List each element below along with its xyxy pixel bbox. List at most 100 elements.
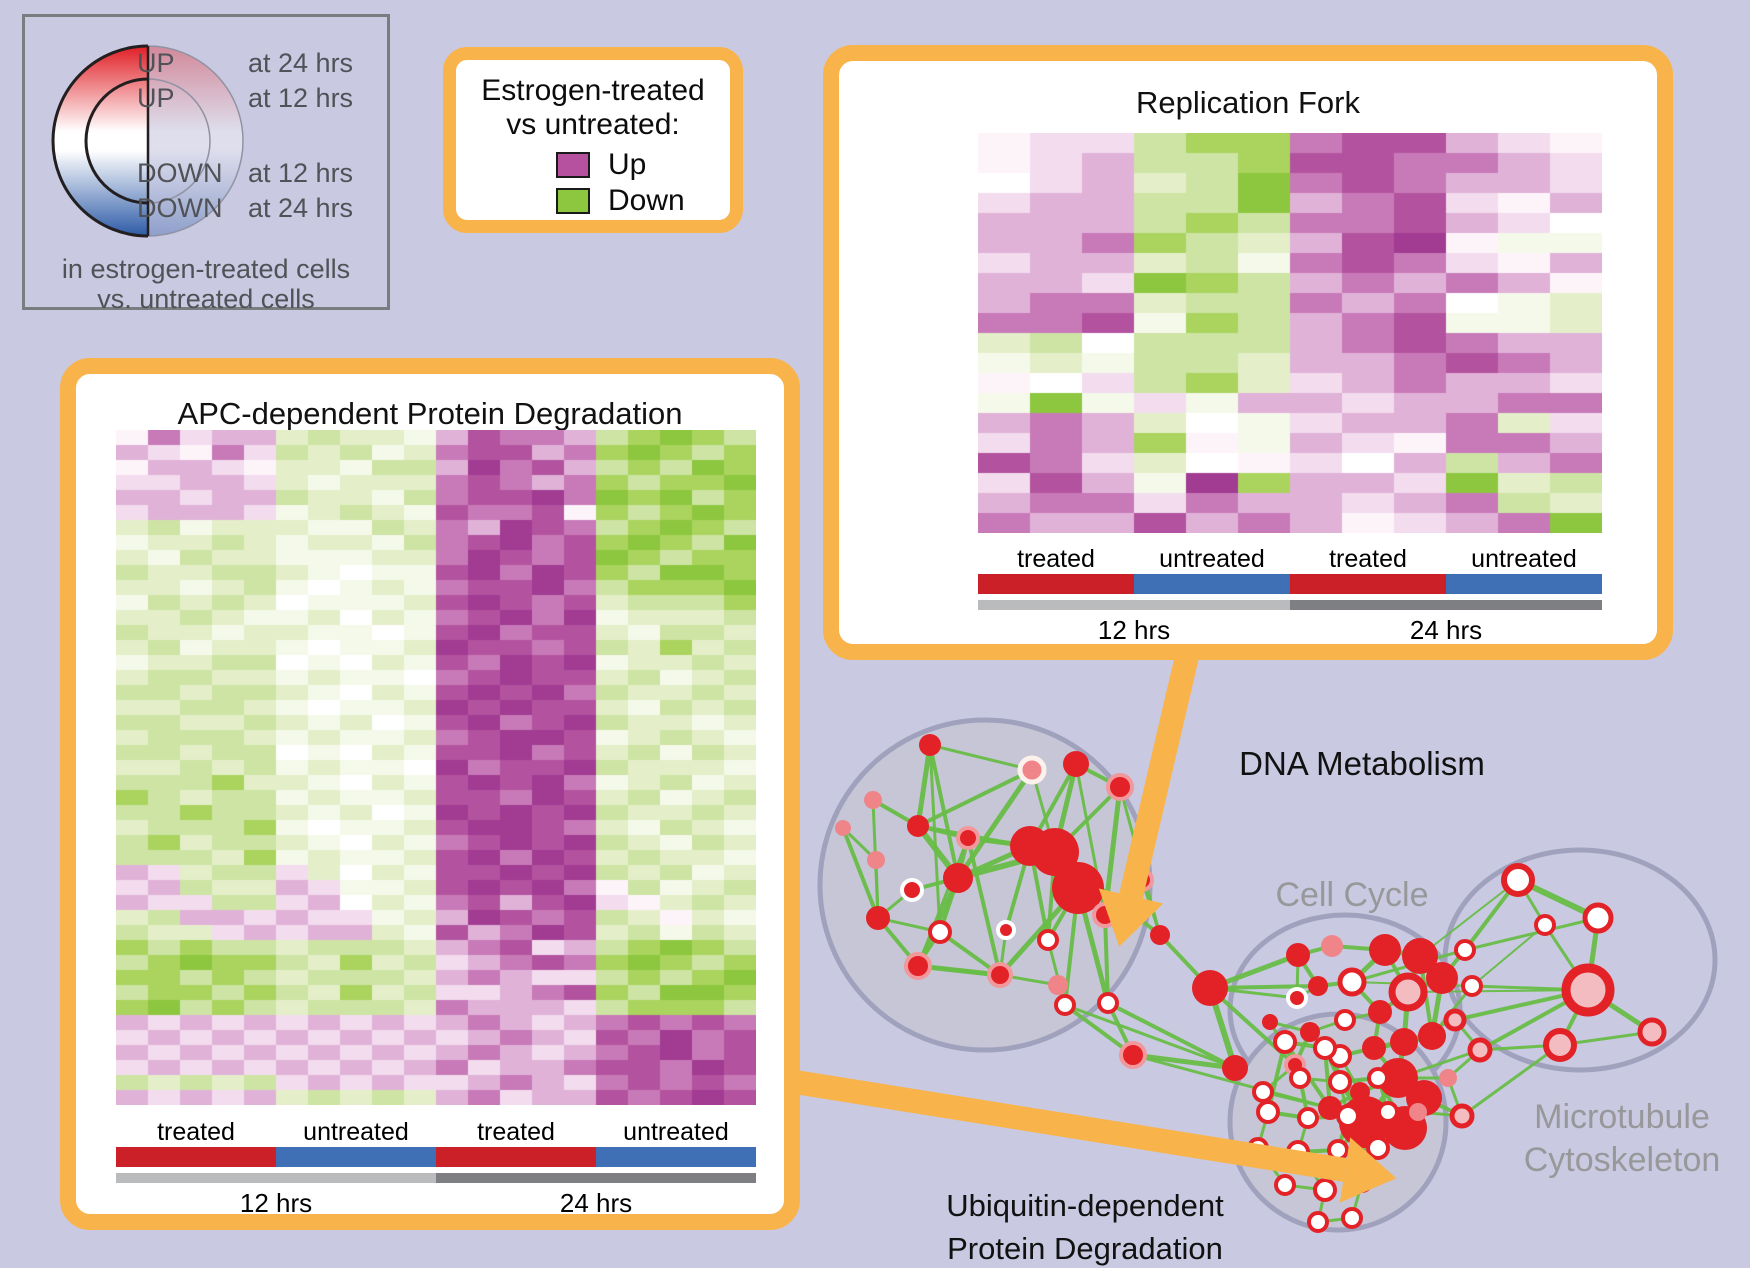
connector-arrowhead-icon (1339, 1137, 1397, 1203)
network-node (1501, 863, 1535, 897)
rf-label-24hrs: 24 hrs (1409, 615, 1483, 645)
network-node (1119, 1041, 1147, 1069)
network-node (1252, 1081, 1274, 1103)
network-node (943, 863, 973, 893)
network-node (1378, 1058, 1418, 1098)
network-node (835, 820, 851, 836)
network-node (1426, 962, 1458, 994)
rf-label-12hrs: 12 hrs (1097, 615, 1171, 645)
network-edge (841, 826, 880, 920)
network-node (1010, 826, 1050, 866)
network-node (996, 920, 1016, 940)
network-node (956, 826, 980, 850)
network-edge (966, 836, 1002, 977)
apc-group-treated-24: treated (477, 1118, 555, 1146)
ring-footer-line2: vs. untreated cells (97, 284, 315, 314)
network-edge (1419, 879, 1519, 957)
network-node (1534, 914, 1556, 936)
network-node (928, 920, 952, 944)
rf-bar-treated-12 (978, 574, 1134, 594)
rf-condition-bar (978, 574, 1602, 594)
network-edge (1460, 1043, 1562, 1118)
network-node (987, 962, 1013, 988)
apc-bar-treated-12 (116, 1147, 276, 1167)
color-key-title-line2: vs untreated: (506, 108, 680, 141)
network-node (1054, 994, 1076, 1016)
network-node (1318, 1096, 1342, 1120)
ring-diagram (51, 44, 244, 238)
network-node (907, 815, 929, 837)
apc-bar-12hrs (116, 1173, 436, 1183)
network-node (1308, 976, 1328, 996)
apc-label-12hrs: 12 hrs (239, 1188, 313, 1218)
cell-cycle-label: Cell Cycle (1275, 876, 1428, 914)
network-edge (955, 767, 1035, 881)
network-node (904, 952, 932, 980)
ring-time-up12: at 12 hrs (248, 83, 354, 113)
network-node (1097, 992, 1119, 1014)
network-node (1582, 902, 1614, 934)
network-node (1449, 1103, 1475, 1129)
network-node (1106, 773, 1134, 801)
apc-time-bar (116, 1173, 756, 1183)
rf-group-untreated-12: untreated (1159, 545, 1265, 573)
network-node (1561, 963, 1615, 1017)
network-node (1328, 1070, 1352, 1094)
apc-bar-untreated-12 (276, 1147, 436, 1167)
network-node (1461, 975, 1483, 997)
network-node (1543, 1028, 1577, 1062)
ubiquitin-label: Ubiquitin-dependent (946, 1188, 1224, 1223)
network-node (1362, 1036, 1386, 1060)
network-node (1368, 1000, 1392, 1024)
network-node (867, 851, 885, 869)
network-node (1366, 1136, 1390, 1160)
network-node (1334, 1009, 1356, 1031)
network-node (1297, 1107, 1319, 1129)
ring-footer-line1: in estrogen-treated cells (61, 254, 351, 284)
connector-arrow-stem (1119, 649, 1200, 899)
rf-bar-treated-24 (1290, 574, 1446, 594)
apc-condition-bar (116, 1147, 756, 1167)
network-edge (1463, 916, 1600, 952)
network-node (919, 734, 941, 756)
network-node (1037, 929, 1059, 951)
network-node (900, 878, 924, 902)
ubiquitin-label: Protein Degradation (947, 1231, 1223, 1266)
dna-metabolism-label: DNA Metabolism (1239, 745, 1485, 782)
down-swatch (556, 188, 590, 214)
network-node (1256, 1100, 1280, 1124)
up-label: Up (608, 148, 647, 181)
rf-panel-title: Replication Fork (1136, 85, 1360, 120)
network-edge (915, 742, 933, 829)
network-node (1454, 939, 1476, 961)
rf-bar-untreated-12 (1134, 574, 1290, 594)
network-node (1637, 1017, 1667, 1047)
connector-arrowhead-icon (1098, 888, 1164, 947)
network-node (1273, 1030, 1297, 1054)
network-node (1409, 1103, 1427, 1121)
network-node (1443, 1008, 1467, 1032)
apc-heatmap (116, 430, 756, 1105)
ring-left-half (53, 46, 148, 236)
network-node (1341, 1207, 1363, 1229)
ring-time-down12: at 12 hrs (248, 158, 354, 188)
apc-group-untreated-12: untreated (303, 1118, 409, 1146)
network-edge (928, 743, 942, 934)
ring-label-up24: UP (137, 48, 175, 78)
microtubule-label: Cytoskeleton (1524, 1141, 1721, 1179)
network-node (1052, 862, 1104, 914)
network-edge (916, 768, 1034, 828)
network-node (1369, 934, 1401, 966)
network-node (1262, 1014, 1278, 1030)
ring-label-up12: UP (137, 83, 175, 113)
apc-bar-treated-24 (436, 1147, 596, 1167)
network-edge (1106, 1001, 1237, 1070)
network-node (1377, 1101, 1399, 1123)
ring-time-up24: at 24 hrs (248, 48, 354, 78)
network-node (1286, 943, 1310, 967)
network-node (1439, 1069, 1457, 1087)
network-node (1017, 755, 1047, 785)
network-node (1467, 1037, 1493, 1063)
